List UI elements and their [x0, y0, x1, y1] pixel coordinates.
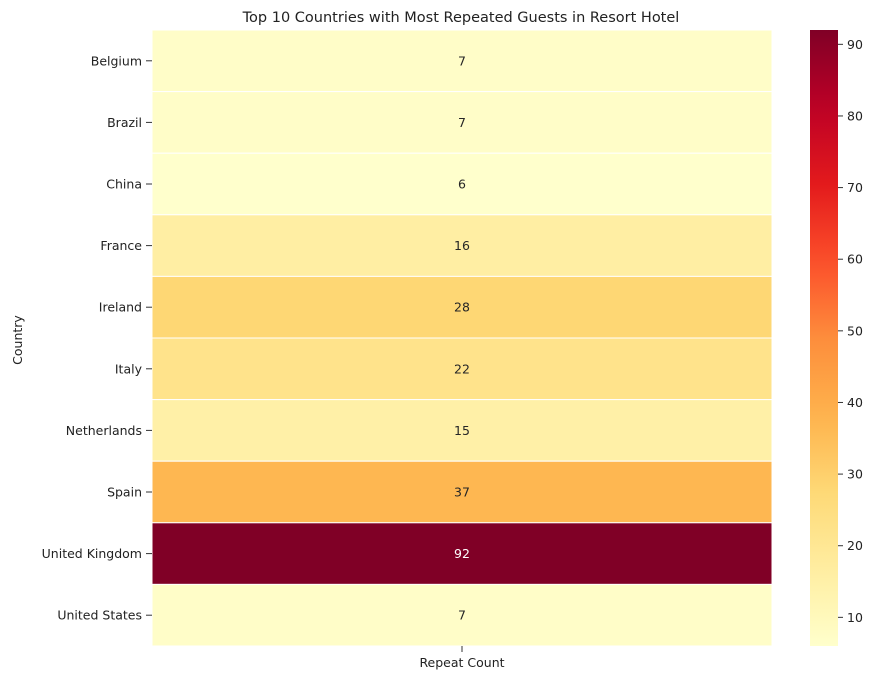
heatmap-cell-italy — [151, 337, 773, 401]
cell-value-label: 7 — [458, 608, 466, 623]
chart-title: Top 10 Countries with Most Repeated Gues… — [242, 10, 680, 26]
heatmap-cell-belgium — [151, 29, 773, 93]
y-tick-label: United Kingdom — [42, 546, 142, 561]
colorbar-tick-label: 10 — [847, 610, 863, 625]
y-tick-label: Belgium — [91, 53, 142, 68]
cell-value-label: 7 — [458, 53, 466, 68]
heatmap-cell-ireland — [151, 275, 773, 339]
y-tick-label: United States — [57, 608, 142, 623]
y-tick-label: Italy — [115, 361, 143, 376]
cell-value-label: 7 — [458, 115, 466, 130]
heatmap-cell-france — [151, 214, 773, 277]
colorbar-tick-label: 20 — [847, 538, 863, 553]
y-tick-label: France — [100, 238, 142, 253]
colorbar-ticks: 10 20 30 40 50 60 70 80 90 — [838, 37, 863, 625]
cell-value-label: 92 — [454, 546, 470, 561]
heatmap-cell-brazil — [151, 91, 773, 154]
cell-value-label: 28 — [454, 300, 470, 315]
y-tick-label: Ireland — [99, 300, 142, 315]
colorbar-tick-label: 80 — [847, 108, 863, 123]
x-tick-labels: Repeat Count — [419, 646, 505, 670]
heatmap-cell-spain — [151, 460, 773, 524]
colorbar-tick-label: 90 — [847, 37, 863, 52]
cell-value-label: 6 — [458, 177, 466, 192]
colorbar — [810, 30, 838, 646]
heatmap-cells: 7 7 6 16 28 22 15 37 92 7 — [151, 29, 773, 647]
y-tick-label: Netherlands — [66, 423, 142, 438]
cell-value-label: 37 — [454, 485, 470, 500]
y-axis-label: Country — [10, 315, 25, 365]
colorbar-tick-label: 50 — [847, 323, 863, 338]
y-tick-label: Spain — [107, 485, 142, 500]
cell-value-label: 16 — [454, 238, 470, 253]
y-tick-label: Brazil — [107, 115, 142, 130]
heatmap-cell-china — [151, 152, 773, 216]
heatmap-cell-united-states — [151, 583, 773, 647]
cell-value-label: 15 — [454, 423, 470, 438]
y-tick-labels: Belgium Brazil China France Ireland Italy Neth… — [42, 53, 152, 623]
y-tick-label: China — [106, 177, 142, 192]
colorbar-tick-label: 30 — [847, 467, 863, 482]
cell-value-label: 22 — [454, 361, 470, 376]
colorbar-tick-label: 60 — [847, 252, 863, 267]
colorbar-tick-label: 70 — [847, 180, 863, 195]
x-tick-label: Repeat Count — [419, 655, 504, 670]
colorbar-tick-label: 40 — [847, 395, 863, 410]
